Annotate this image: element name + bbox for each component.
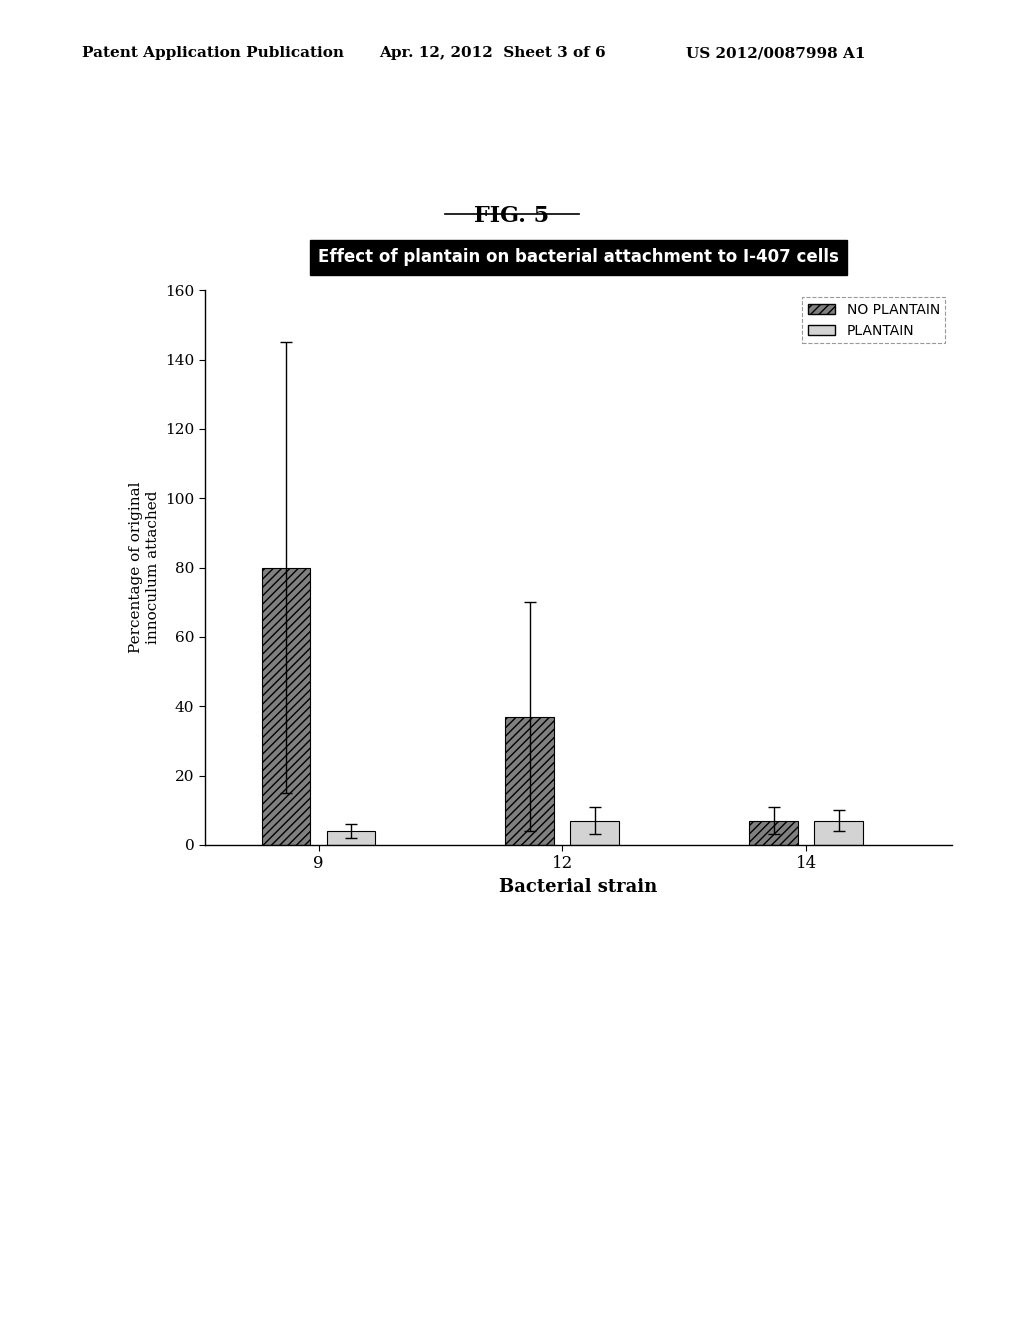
Bar xyxy=(327,832,376,845)
Text: US 2012/0087998 A1: US 2012/0087998 A1 xyxy=(686,46,865,61)
Y-axis label: Percentage of original
innoculum attached: Percentage of original innoculum attache… xyxy=(129,482,160,653)
Bar xyxy=(506,717,554,845)
X-axis label: Bacterial strain: Bacterial strain xyxy=(500,878,657,896)
Text: Patent Application Publication: Patent Application Publication xyxy=(82,46,344,61)
Text: FIG. 5: FIG. 5 xyxy=(474,205,550,227)
Bar xyxy=(570,821,620,845)
Bar xyxy=(814,821,863,845)
Text: Apr. 12, 2012  Sheet 3 of 6: Apr. 12, 2012 Sheet 3 of 6 xyxy=(379,46,605,61)
Text: Effect of plantain on bacterial attachment to I-407 cells: Effect of plantain on bacterial attachme… xyxy=(318,248,839,267)
Bar xyxy=(750,821,798,845)
Legend: NO PLANTAIN, PLANTAIN: NO PLANTAIN, PLANTAIN xyxy=(802,297,945,343)
Bar xyxy=(262,568,310,845)
